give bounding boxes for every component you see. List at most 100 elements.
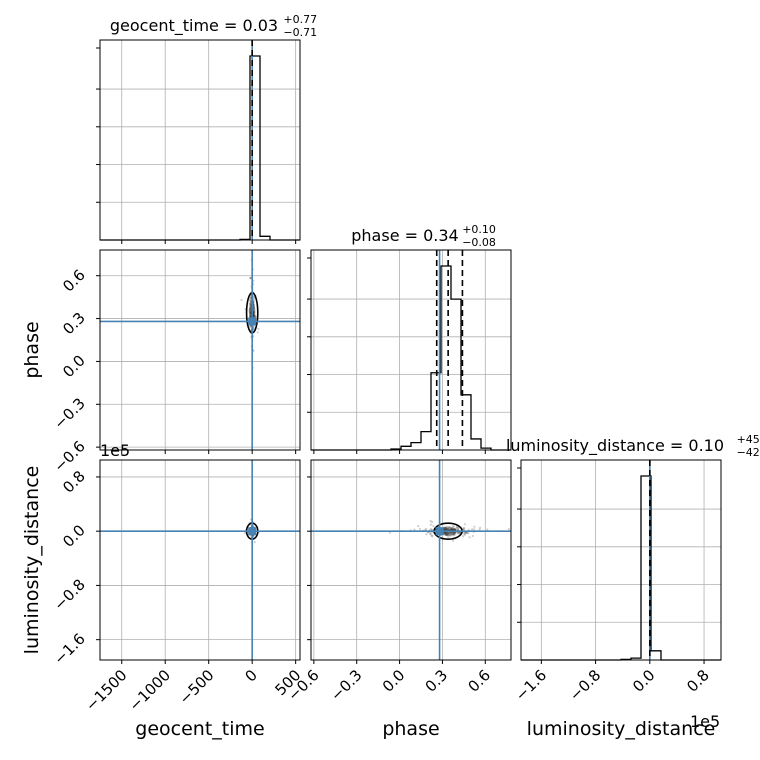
panel-title-luminosity_distance: luminosity_distance = 0.10 [506,436,724,456]
sample-point [444,532,447,535]
sample-point [431,534,434,537]
histogram-panel-luminosity_distance: luminosity_distance = 0.10 +45.36−42.60 [506,433,760,664]
sample-point [447,532,450,536]
sample-point [457,526,460,530]
sample-point [249,276,252,279]
sample-point [456,526,459,529]
sample-point [473,525,476,528]
x-tick-label-geocent_time: 0 [242,666,261,685]
sample-point [450,528,453,531]
sample-point [458,531,461,534]
sample-point [453,528,456,531]
sample-point [248,309,251,313]
sample-point [252,303,255,306]
sample-point [249,312,252,315]
sample-point [451,531,454,534]
sample-point [249,301,252,304]
histogram-luminosity_distance [521,475,721,661]
sample-point [456,528,460,531]
truth-marker [248,527,257,536]
sample-point [443,526,446,529]
sample-point [243,531,247,535]
sample-point [252,296,255,299]
sample-point [463,532,466,536]
panel-frame [99,459,301,661]
sample-point [429,527,432,531]
sample-point [252,326,255,329]
x-offset-label: 1e5 [690,712,720,731]
sample-point [444,533,447,536]
sample-point [446,527,449,530]
sample-point [450,528,454,531]
y-tick-label-phase: 0.6 [59,266,89,296]
sample-point [253,308,256,311]
sample-point [507,527,510,531]
sample-point [430,535,434,538]
sample-point [249,303,252,306]
sample-point [452,533,455,536]
sample-point [462,527,466,531]
sample-point [413,528,416,531]
sample-point [444,527,448,530]
sample-point [464,531,467,534]
sample-point [249,314,252,317]
sample-point [453,532,456,535]
panel-frame [520,459,722,661]
truth-marker [435,527,444,536]
sample-point [445,533,448,536]
sample-point [257,327,260,331]
sample-point [252,314,255,317]
y-tick-label-phase: 0.0 [59,352,89,382]
sample-point [253,315,257,318]
sample-point [456,532,459,535]
sample-point [465,531,468,535]
sample-point [249,308,252,311]
panel-title-plus-geocent_time: +0.77 [283,13,317,26]
sample-point [452,534,455,537]
sample-point [447,532,450,535]
sample-point [466,531,469,534]
sample-point [462,535,465,538]
sample-point [253,315,256,318]
sample-point [450,527,453,530]
x-axis-label-phase: phase [382,718,439,740]
sample-point [248,302,251,305]
sample-point [252,306,255,309]
y-tick-label-luminosity_distance: 0.0 [59,521,89,551]
scatter-panel-phase-luminosity_distance [307,459,512,664]
sample-point [453,531,457,535]
x-tick-label-geocent_time: −1000 [125,666,174,715]
panel-title-geocent_time: geocent_time = 0.03 [110,16,278,36]
x-axis-label-luminosity_distance: luminosity_distance [527,718,716,740]
sample-point [249,315,252,318]
sample-point [240,298,243,302]
panel-frame [310,459,512,661]
histogram-panel-phase: phase = 0.34 +0.10−0.08 [307,223,512,454]
sample-point [453,532,456,535]
sample-point [463,523,467,526]
truth-marker [248,317,257,326]
sample-point [444,526,447,529]
sample-point [454,533,457,536]
sample-point [446,532,449,535]
y-tick-label-phase: −0.3 [50,394,88,432]
sample-point [447,532,450,535]
sample-point [467,532,470,535]
sample-point [456,525,459,529]
sample-point [451,539,455,542]
sample-point [452,528,455,531]
x-tick-label-luminosity_distance: 0.8 [683,666,713,696]
sample-point [457,528,460,531]
sample-point [443,527,447,531]
sample-point [249,308,252,311]
sample-point [452,525,455,528]
sample-point [429,519,432,523]
sample-point [249,311,252,314]
sample-point [462,527,465,530]
sample-point [249,297,252,300]
panel-title-minus-luminosity_distance: −42.60 [737,446,760,459]
scatter-panel-geocent_time-luminosity_distance [96,459,301,664]
sample-point [425,533,428,536]
